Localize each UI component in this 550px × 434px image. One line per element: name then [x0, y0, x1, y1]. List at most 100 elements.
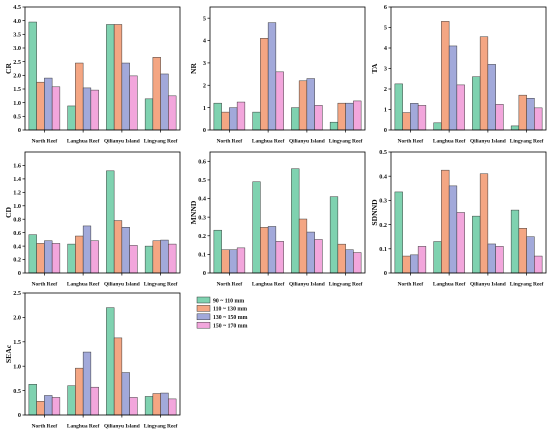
- bar-lingyang-reef-series-1: [510, 125, 520, 131]
- y-tick-label: 0.2: [198, 233, 206, 240]
- x-category-label: Langhua Reef: [67, 424, 100, 430]
- y-tick-label: 0.3: [379, 198, 387, 205]
- legend-label: 110 ~ 130 mm: [213, 307, 247, 313]
- bar-qilianyu-island-series-4: [314, 105, 323, 131]
- legend-item: 90 ~ 110 mm: [196, 296, 244, 304]
- y-tick-label: 0.1: [379, 246, 387, 253]
- plot-frame: [209, 151, 366, 274]
- y-tick-label: 0.4: [13, 243, 21, 250]
- bar-north-reef-series-1: [394, 83, 403, 131]
- bar-lingyang-reef-series-3: [345, 102, 354, 131]
- bar-langhua-reef-series-1: [252, 111, 261, 131]
- bar-lingyang-reef-series-1: [144, 245, 154, 274]
- y-tick-label: 1.0: [13, 363, 21, 370]
- chart-panel-nr: 0 1 2 3 4 5 North Reef Langhua Reef Qilianyu Isl…: [189, 6, 366, 145]
- y-tick-label: 0.2: [13, 257, 21, 264]
- bar-langhua-reef-series-1: [67, 243, 76, 274]
- legend-label: 90 ~ 110 mm: [213, 298, 244, 304]
- bar-langhua-reef-series-3: [448, 185, 458, 274]
- y-tick-label: 0.6: [13, 230, 21, 237]
- bar-langhua-reef-series-1: [433, 241, 442, 274]
- x-category-label: North Reef: [217, 282, 243, 288]
- y-tick-label: 2.0: [13, 73, 21, 80]
- bar-qilianyu-island-series-4: [495, 104, 504, 131]
- y-tick-label: 0: [384, 127, 387, 134]
- y-tick-label: 1.0: [13, 100, 21, 107]
- bar-north-reef-series-4: [236, 247, 246, 274]
- bar-qilianyu-island-series-3: [487, 64, 496, 131]
- y-tick-label: 4: [203, 38, 206, 45]
- x-category-label: Lingyang Reef: [510, 282, 544, 288]
- bar-north-reef-series-1: [28, 384, 37, 416]
- bar-north-reef-series-3: [410, 103, 419, 131]
- x-category-label: Lingyang Reef: [144, 139, 178, 145]
- y-axis-label: CR: [4, 63, 13, 74]
- bar-lingyang-reef-series-2: [337, 243, 346, 274]
- bar-lingyang-reef-series-4: [534, 107, 543, 131]
- bar-lingyang-reef-series-4: [353, 100, 362, 131]
- x-category-label: Qilianyu Island: [104, 282, 140, 288]
- legend-swatch: [196, 305, 211, 312]
- bar-north-reef-series-1: [28, 21, 37, 131]
- y-tick-label: 3.5: [13, 32, 21, 39]
- bar-langhua-reef-series-4: [456, 84, 465, 131]
- y-tick-label: 0.5: [198, 177, 206, 184]
- bar-lingyang-reef-series-2: [152, 393, 161, 416]
- y-tick-label: 0.8: [13, 216, 21, 223]
- legend-label: 150 ~ 170 mm: [213, 324, 248, 330]
- bar-qilianyu-island-series-2: [113, 337, 123, 416]
- bar-langhua-reef-series-3: [267, 22, 277, 131]
- bar-langhua-reef-series-4: [90, 386, 99, 416]
- bar-lingyang-reef-series-4: [168, 95, 177, 131]
- y-tick-label: 3.0: [13, 45, 21, 52]
- y-axis-label: NR: [189, 63, 198, 74]
- y-axis-label: SDNND: [370, 199, 379, 226]
- bar-qilianyu-island-series-4: [314, 239, 323, 274]
- x-category-label: Lingyang Reef: [510, 139, 544, 145]
- legend-swatch: [196, 313, 211, 321]
- x-category-label: Lingyang Reef: [144, 424, 178, 430]
- bar-qilianyu-island-series-1: [106, 24, 115, 131]
- bar-qilianyu-island-series-1: [291, 168, 300, 274]
- bar-north-reef-series-3: [44, 77, 53, 131]
- bar-langhua-reef-series-2: [75, 367, 84, 416]
- x-category-label: Langhua Reef: [433, 139, 466, 145]
- bar-langhua-reef-series-2: [75, 235, 84, 274]
- legend-item: 130 ~ 150 mm: [196, 313, 248, 321]
- y-tick-label: 2.5: [13, 290, 21, 297]
- bar-north-reef-series-3: [44, 395, 53, 416]
- bar-qilianyu-island-series-2: [113, 220, 123, 274]
- y-tick-label: 0.4: [198, 196, 206, 203]
- y-tick-label: 3: [384, 66, 387, 73]
- bar-lingyang-reef-series-2: [152, 57, 161, 131]
- bar-qilianyu-island-series-2: [298, 80, 308, 131]
- y-axis-label: MNND: [189, 200, 198, 224]
- bar-lingyang-reef-series-4: [168, 398, 177, 416]
- bar-north-reef-series-1: [213, 229, 222, 274]
- bar-north-reef-series-2: [221, 249, 230, 274]
- bar-lingyang-reef-series-2: [337, 102, 346, 131]
- plot-frame: [209, 6, 366, 131]
- bar-qilianyu-island-series-1: [291, 107, 300, 131]
- x-category-label: Qilianyu Island: [470, 282, 506, 288]
- y-tick-label: 6: [384, 4, 387, 11]
- y-tick-label: 0.4: [379, 173, 387, 180]
- bar-lingyang-reef-series-2: [518, 94, 527, 131]
- bar-langhua-reef-series-2: [260, 227, 269, 274]
- chart-panel-sdnnd: 0 0.1 0.2 0.3 0.4 0.5 North Reef Langhua Reef Qi…: [370, 149, 547, 288]
- plot-frame: [24, 292, 181, 416]
- y-tick-label: 5: [384, 25, 387, 32]
- bar-lingyang-reef-series-1: [329, 196, 339, 274]
- x-category-label: North Reef: [217, 139, 243, 145]
- bar-lingyang-reef-series-4: [353, 252, 362, 274]
- x-category-label: Lingyang Reef: [144, 282, 178, 288]
- bar-qilianyu-island-series-1: [472, 76, 481, 131]
- bar-north-reef-series-4: [417, 105, 427, 131]
- bar-langhua-reef-series-4: [275, 71, 284, 131]
- x-category-label: Qilianyu Island: [104, 424, 140, 430]
- bar-qilianyu-island-series-2: [479, 173, 489, 274]
- chart-panel-seac: 0 0.5 1.0 1.5 2.0 2.5 North Reef Langhua Reef Qi…: [4, 290, 181, 430]
- bar-qilianyu-island-series-2: [298, 218, 308, 274]
- x-category-label: Langhua Reef: [67, 139, 100, 145]
- chart-panel-mnnd: 0 0.1 0.2 0.3 0.4 0.5 0.6 North Reef Langhua Ree…: [189, 151, 366, 288]
